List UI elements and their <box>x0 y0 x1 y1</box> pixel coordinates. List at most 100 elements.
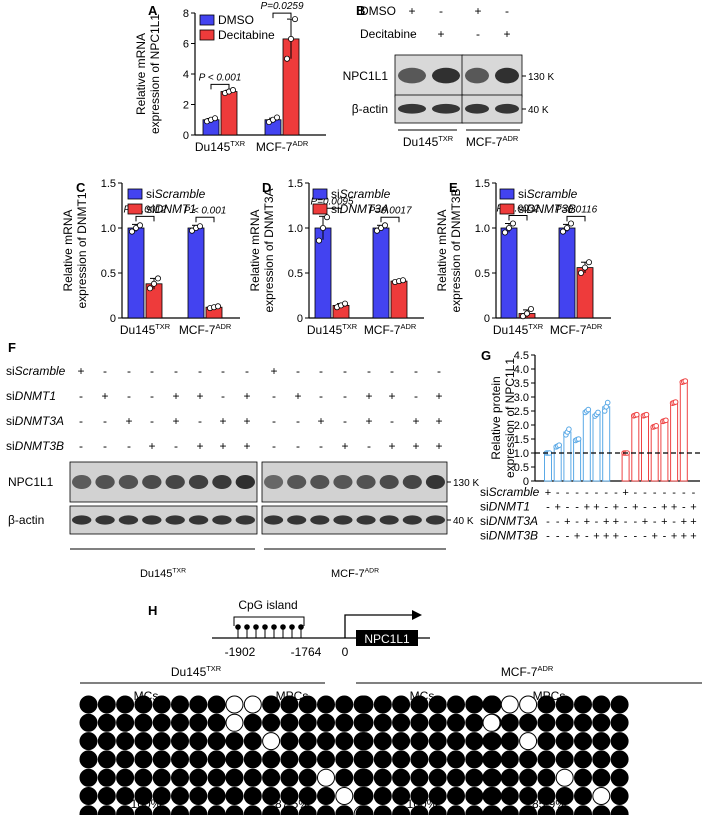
methylated-site <box>152 787 171 805</box>
row-label: siDNMT3B <box>6 439 64 453</box>
data-point <box>509 220 516 227</box>
band <box>165 515 185 525</box>
y-axis-label: expression of NPC1L1 <box>503 358 517 478</box>
x-tick-label: MCF-7ADR <box>466 134 519 149</box>
sign: - <box>566 487 570 499</box>
sign: + <box>196 389 203 403</box>
band <box>495 67 519 84</box>
row-label: siDNMT3A <box>6 414 64 428</box>
methylated-site <box>355 750 374 769</box>
methylated-site <box>189 732 208 751</box>
y-axis-label: expression of NPC1L1 <box>148 14 162 134</box>
data-point <box>229 87 236 94</box>
sign: - <box>103 414 107 428</box>
methylated-site <box>465 768 484 787</box>
methylated-site <box>243 732 262 751</box>
sign: - <box>150 364 154 378</box>
sign: + <box>681 516 687 528</box>
significance-bracket <box>210 83 230 90</box>
methylated-site <box>335 768 354 787</box>
sign: + <box>613 516 619 528</box>
cpg-site <box>298 624 304 630</box>
methylated-site <box>97 768 116 787</box>
methylated-site <box>465 805 484 815</box>
sign: + <box>613 531 619 543</box>
x-tick-label: Du145TXR <box>307 322 358 337</box>
methylated-site <box>134 695 153 714</box>
data-point <box>377 224 384 231</box>
methylated-site <box>298 713 317 732</box>
y-tick-label: 2 <box>183 100 189 112</box>
methylated-site <box>355 732 374 751</box>
data-point <box>211 115 218 122</box>
p-value: P=0.0032 <box>496 204 540 215</box>
row-label: Decitabine <box>360 27 417 41</box>
sign: + <box>593 531 599 543</box>
sign: - <box>410 27 414 41</box>
methylated-site <box>97 732 116 751</box>
methylated-site <box>500 787 519 805</box>
methylated-site <box>262 695 281 714</box>
sign: - <box>150 389 154 403</box>
sign: - <box>127 364 131 378</box>
methylated-site <box>428 713 447 732</box>
methylated-site <box>537 768 556 787</box>
methylated-site <box>355 695 374 714</box>
methylated-site <box>373 787 392 805</box>
sign: - <box>653 487 657 499</box>
x-tick-label: MCF-7ADR <box>550 322 603 337</box>
band <box>142 515 162 525</box>
methylated-site <box>447 695 465 714</box>
y-tick-label: 1.0 <box>101 223 116 235</box>
legend-swatch <box>199 14 215 26</box>
methylated-site <box>116 695 135 714</box>
methylated-site <box>555 695 574 714</box>
band <box>188 515 209 525</box>
data-point <box>582 264 589 271</box>
data-point <box>528 305 535 312</box>
sign: + <box>474 4 481 18</box>
methylated-site <box>410 713 429 732</box>
y-tick-label: 4.5 <box>514 350 529 362</box>
methylated-site <box>171 768 189 787</box>
methylated-site <box>298 750 317 769</box>
methylated-site <box>262 750 281 769</box>
bar <box>390 280 408 319</box>
sign: + <box>172 389 179 403</box>
y-axis-label: expression of DNMT3A <box>262 188 276 312</box>
methylated-site <box>152 768 171 787</box>
methylated-site <box>410 768 429 787</box>
methylated-site <box>298 695 317 714</box>
sign: - <box>150 414 154 428</box>
data-point <box>128 228 135 235</box>
methylated-site <box>610 805 629 815</box>
methylated-site <box>537 695 556 714</box>
sign: - <box>319 364 323 378</box>
methylated-site <box>79 713 98 732</box>
legend-swatch <box>127 203 143 215</box>
methylated-site <box>280 713 299 732</box>
sign: - <box>643 487 647 499</box>
unmethylated-site <box>225 713 244 732</box>
data-point <box>196 223 203 230</box>
methylated-site <box>262 805 281 815</box>
methylated-site <box>317 787 335 805</box>
methylation-h: CpG island -1902 -1764 0 NPC1L1 Du145TXR MCF-7… <box>79 598 702 815</box>
methylated-site <box>225 787 244 805</box>
sign: - <box>595 487 599 499</box>
band <box>495 103 519 114</box>
row-label: siDNMT3A <box>480 514 538 528</box>
methylated-site <box>574 750 592 769</box>
methylated-site <box>555 805 574 815</box>
data-point <box>188 227 195 234</box>
data-point <box>505 224 512 231</box>
methylated-site <box>373 713 392 732</box>
methylated-site <box>243 768 262 787</box>
methylated-site <box>392 805 411 815</box>
data-point <box>136 222 143 229</box>
methylated-site <box>79 787 98 805</box>
sign: - <box>439 4 443 18</box>
cpg-site <box>280 624 286 630</box>
methylated-site <box>298 768 317 787</box>
methylated-site <box>207 695 226 714</box>
